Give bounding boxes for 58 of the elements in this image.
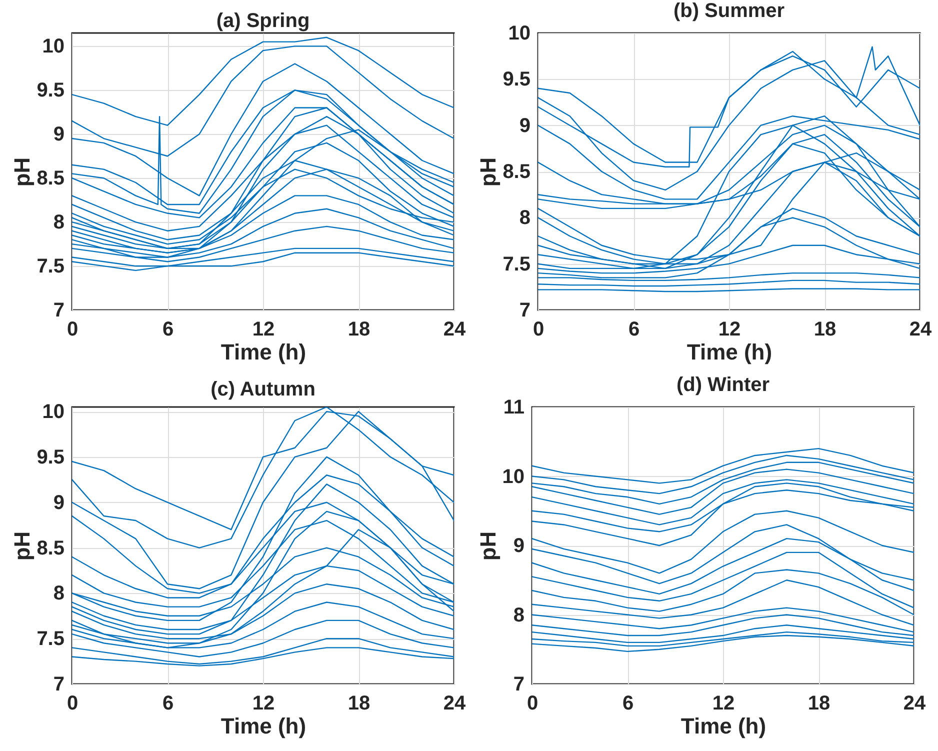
x-tick-label: 24	[443, 692, 466, 714]
chart-title: (d) Winter	[676, 374, 770, 396]
x-tick-label: 18	[808, 692, 830, 714]
y-tick-label: 8	[519, 207, 530, 230]
y-tick-label: 9.5	[36, 446, 64, 468]
y-tick-label: 10	[508, 22, 530, 44]
x-tick-label: 18	[814, 318, 836, 340]
chart-title: (c) Autumn	[210, 378, 316, 401]
x-tick-label: 0	[532, 318, 544, 340]
x-axis-title: Time (h)	[680, 714, 766, 738]
y-axis-title: pH	[10, 531, 35, 561]
y-tick-label: 7.5	[502, 253, 530, 276]
x-tick-label: 0	[66, 318, 78, 340]
y-tick-label: 9.5	[36, 80, 64, 102]
y-tick-label: 10	[42, 401, 64, 424]
y-tick-label: 9	[53, 124, 64, 146]
y-tick-label: 8	[513, 604, 524, 626]
y-tick-label: 10	[502, 466, 524, 488]
x-tick-label: 12	[718, 318, 741, 340]
chart-title: (a) Spring	[216, 10, 310, 32]
x-tick-label: 18	[348, 692, 370, 714]
y-tick-label: 9.5	[502, 68, 530, 91]
y-tick-label: 9	[519, 114, 530, 137]
y-tick-label: 7	[53, 674, 64, 696]
y-tick-label: 7	[53, 300, 64, 322]
y-tick-label: 11	[503, 396, 524, 418]
x-tick-label: 18	[348, 318, 370, 340]
x-tick-label: 6	[162, 318, 174, 340]
x-tick-label: 24	[903, 692, 926, 714]
x-tick-label: 0	[66, 692, 78, 714]
y-tick-label: 8	[53, 212, 64, 234]
x-tick-label: 6	[628, 318, 640, 340]
y-tick-label: 8.5	[502, 161, 530, 183]
x-axis-title: Time (h)	[220, 714, 306, 738]
y-axis-title: pH	[475, 531, 500, 561]
y-tick-label: 9	[53, 492, 64, 514]
x-tick-label: 6	[622, 692, 634, 714]
x-tick-label: 0	[526, 692, 538, 714]
y-tick-label: 7	[513, 674, 524, 696]
chart-title: (b) Summer	[673, 0, 785, 22]
y-tick-label: 8	[53, 582, 64, 605]
y-tick-label: 7.5	[36, 628, 64, 650]
x-tick-label: 12	[252, 318, 275, 340]
y-tick-label: 8.5	[36, 537, 64, 560]
x-axis-title: Time (h)	[686, 340, 772, 364]
x-tick-label: 24	[909, 318, 932, 340]
x-tick-label: 12	[712, 692, 735, 714]
y-tick-label: 7.5	[36, 256, 64, 278]
x-tick-label: 12	[252, 692, 275, 714]
y-tick-label: 10	[42, 36, 64, 58]
y-tick-label: 8.5	[36, 168, 64, 190]
x-axis-title: Time (h)	[220, 340, 306, 364]
x-tick-label: 24	[443, 318, 466, 340]
y-axis-title: pH	[10, 157, 35, 187]
y-tick-label: 7	[519, 300, 530, 322]
y-tick-label: 9	[513, 535, 524, 557]
y-axis-title: pH	[476, 157, 501, 187]
x-tick-label: 6	[162, 692, 174, 714]
